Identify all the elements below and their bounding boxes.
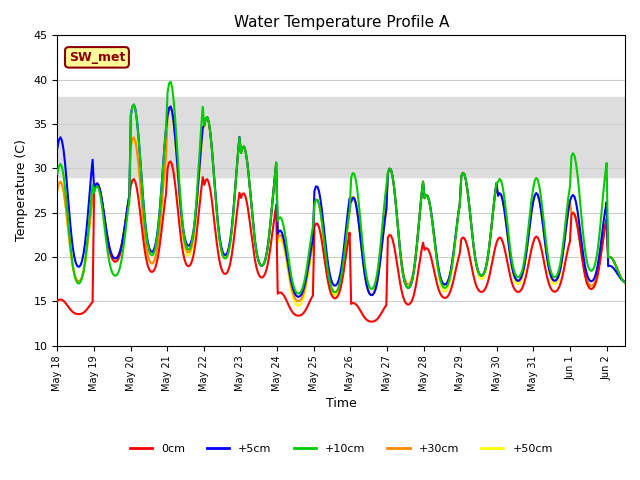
Y-axis label: Temperature (C): Temperature (C) [15,140,28,241]
Legend: 0cm, +5cm, +10cm, +30cm, +50cm: 0cm, +5cm, +10cm, +30cm, +50cm [125,439,557,458]
X-axis label: Time: Time [326,397,356,410]
Bar [58,97,625,177]
Text: SW_met: SW_met [68,51,125,64]
Title: Water Temperature Profile A: Water Temperature Profile A [234,15,449,30]
